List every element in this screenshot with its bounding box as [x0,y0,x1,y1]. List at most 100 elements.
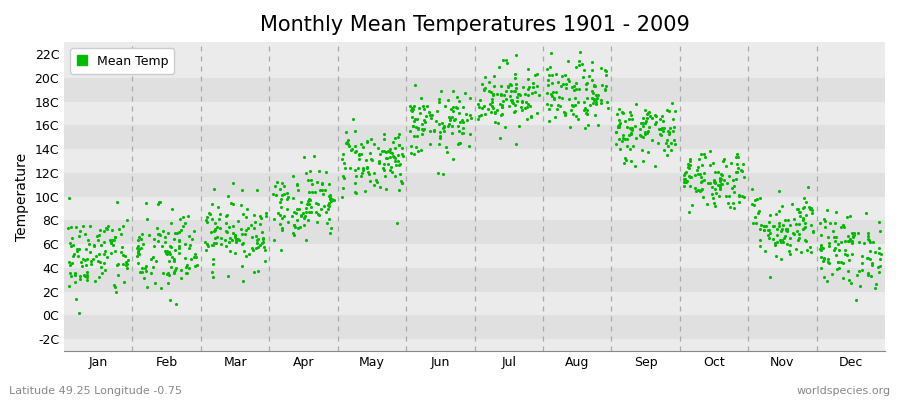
Point [441,123,455,129]
Point [245,233,259,240]
Point [768,240,782,246]
Point [281,219,295,226]
Point [616,132,631,138]
Point [208,227,222,234]
Point [338,164,352,171]
Point [663,146,678,153]
Point [652,126,667,132]
Point [249,240,264,247]
Point [348,167,363,174]
Point [450,123,464,129]
Point [860,233,875,239]
Point [101,223,115,230]
Point [79,274,94,280]
Point [845,233,859,240]
Point [298,236,312,243]
Point [379,155,393,161]
Point [792,209,806,215]
Point [503,92,517,99]
Point [172,250,186,256]
Point [309,200,323,206]
Point [354,150,368,157]
Point [369,177,383,183]
Point [340,137,355,143]
Point [612,124,626,130]
Point [78,256,93,263]
Point [146,254,160,261]
Point [384,169,399,175]
Point [495,104,509,110]
Point [450,94,464,100]
Point [356,166,370,173]
Point [821,259,835,266]
Point [112,226,126,232]
Point [222,239,237,245]
Point [857,240,871,247]
Point [98,248,112,255]
Point [588,112,602,119]
Point [803,244,817,250]
Point [713,178,727,184]
Point [443,117,457,124]
Point [269,192,284,198]
Point [705,191,719,197]
Point [464,130,478,137]
Point [508,85,523,91]
Point [153,199,167,206]
Point [616,135,630,141]
Point [116,252,130,258]
Point [189,254,203,260]
Point [874,250,888,257]
Point [270,179,284,185]
Point [763,212,778,219]
Point [841,233,855,240]
Point [663,124,678,131]
Point [287,232,302,238]
Point [820,207,834,213]
Point [587,82,601,88]
Point [323,198,338,204]
Point [318,187,332,193]
Point [799,247,814,253]
Point [817,218,832,224]
Point [557,108,572,115]
Point [348,190,363,196]
Point [312,186,327,193]
Point [237,248,251,254]
Point [796,204,811,210]
Point [255,240,269,247]
Point [412,105,427,111]
Point [659,140,673,146]
Point [787,231,801,237]
Point [130,248,145,254]
Point [816,216,831,222]
Point [544,91,559,97]
Point [828,238,842,244]
Point [404,105,419,111]
Point [377,136,392,143]
Point [351,164,365,171]
Point [759,223,773,229]
Point [436,125,450,132]
Point [302,196,316,202]
Point [274,224,289,231]
Point [219,243,233,249]
Point [831,241,845,247]
Point [801,204,815,211]
Point [613,120,627,126]
Point [609,140,624,147]
Point [460,116,474,123]
Point [797,224,812,230]
Point [133,268,148,275]
Point [137,274,151,281]
Point [120,216,134,223]
Point [791,235,806,241]
Point [850,272,864,278]
Point [581,122,596,128]
Point [69,296,84,302]
Point [75,262,89,269]
Point [274,196,289,202]
Point [184,256,198,262]
Point [504,96,518,103]
Point [345,145,359,152]
